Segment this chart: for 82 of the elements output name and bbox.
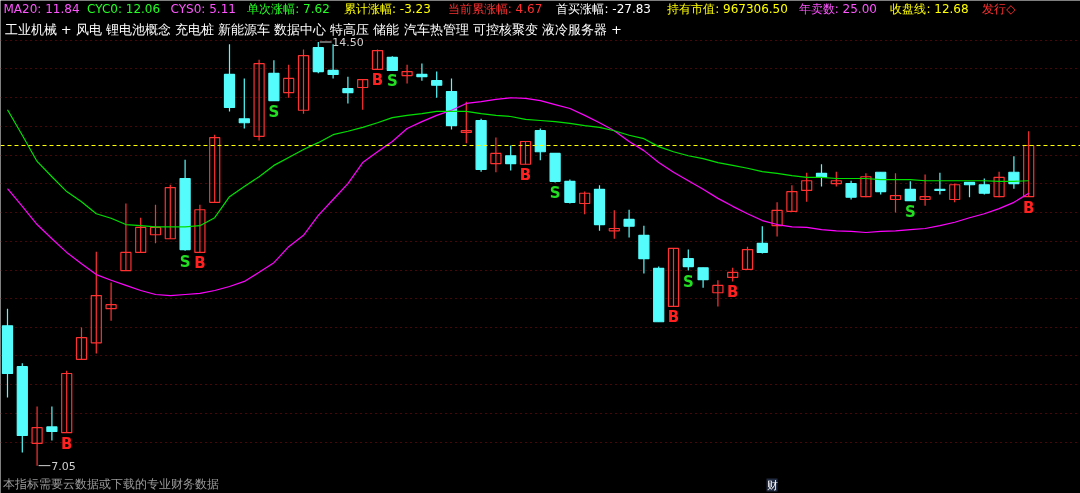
candlestick bbox=[697, 267, 709, 289]
candlestick bbox=[860, 172, 872, 198]
candlestick bbox=[149, 204, 162, 244]
text: B bbox=[519, 166, 532, 185]
candlestick bbox=[357, 78, 369, 111]
text: B bbox=[194, 254, 206, 273]
candlestick bbox=[75, 326, 88, 360]
text: S bbox=[386, 72, 398, 91]
annotation: 发行◇ bbox=[982, 1, 1017, 16]
candlestick bbox=[297, 48, 310, 115]
text: S bbox=[179, 252, 191, 271]
text: B bbox=[726, 283, 739, 302]
annotation: 首买涨幅: -27.83 bbox=[556, 1, 652, 16]
candlestick bbox=[283, 64, 295, 99]
annotation: MA20: 11.84 bbox=[3, 1, 80, 16]
annotation: 收盘线: 12.68 bbox=[890, 1, 969, 16]
annotation: 持有市值: 967306.50 bbox=[667, 1, 788, 16]
annotation: CYS0: 5.11 bbox=[170, 1, 236, 16]
candlestick bbox=[401, 64, 413, 85]
candlestick bbox=[904, 180, 916, 202]
text: S bbox=[682, 272, 694, 291]
candlestick bbox=[416, 63, 428, 82]
candlestick bbox=[460, 101, 472, 144]
annotation: 7.05 bbox=[51, 459, 76, 473]
candlestick bbox=[371, 48, 384, 70]
candlestick bbox=[534, 127, 546, 161]
text: B bbox=[371, 71, 384, 90]
candlestick bbox=[135, 217, 147, 253]
annotation: 累计涨幅: -3.23 bbox=[343, 1, 431, 16]
annotation: CYC0: 12.06 bbox=[87, 1, 161, 16]
text: S bbox=[268, 102, 280, 121]
candlestick bbox=[46, 405, 58, 442]
candlestick bbox=[845, 180, 857, 201]
annotation: 单次涨幅: 7.62 bbox=[247, 1, 330, 16]
annotation: 年卖数: 25.00 bbox=[798, 1, 877, 16]
text: B bbox=[60, 434, 73, 453]
candlestick bbox=[490, 136, 502, 173]
text: B bbox=[1022, 198, 1035, 217]
candlestick bbox=[31, 405, 43, 467]
candlestick bbox=[209, 134, 221, 203]
candlestick bbox=[564, 179, 576, 205]
candlestick bbox=[194, 204, 206, 253]
candlestick bbox=[1008, 155, 1020, 190]
annotation: 财 bbox=[766, 478, 778, 492]
candlestick bbox=[919, 173, 931, 207]
candlestick bbox=[741, 246, 754, 271]
candlestick bbox=[712, 279, 724, 308]
candlestick bbox=[61, 370, 73, 434]
candlestick bbox=[342, 76, 354, 105]
candlestick bbox=[889, 172, 902, 214]
annotation: 14.50 bbox=[332, 36, 364, 50]
candlestick bbox=[638, 225, 650, 275]
candlestick bbox=[949, 183, 961, 203]
candlestick bbox=[875, 171, 887, 195]
candlestick bbox=[786, 184, 798, 213]
text: B bbox=[667, 308, 680, 327]
candlestick bbox=[579, 190, 591, 215]
candlestick bbox=[90, 251, 102, 355]
candlestick bbox=[993, 171, 1005, 198]
candlestick bbox=[253, 59, 265, 141]
text: S bbox=[904, 202, 916, 221]
candlestick bbox=[1023, 130, 1035, 198]
annotation: 工业机械 + 风电 锂电池概念 充电桩 新能源车 数据中心 特高压 储能 汽车热管理 可控核聚变 液冷服务器 + bbox=[4, 21, 622, 37]
candlestick bbox=[105, 281, 117, 322]
candlestick bbox=[801, 172, 813, 203]
annotation: 本指标需要云数据或下载的专业财务数据 bbox=[2, 476, 219, 491]
candlestick bbox=[623, 209, 635, 239]
candlestick bbox=[608, 209, 620, 240]
text: S bbox=[549, 184, 561, 203]
candlestick bbox=[120, 202, 132, 272]
candlestick bbox=[312, 41, 324, 74]
candlestick bbox=[505, 144, 517, 172]
candlestick bbox=[771, 201, 783, 238]
candlestick bbox=[934, 172, 946, 195]
candlestick bbox=[682, 248, 694, 272]
candlestick bbox=[756, 225, 768, 255]
candlestick bbox=[164, 184, 176, 240]
candlestick bbox=[519, 140, 532, 165]
candlestick bbox=[667, 247, 680, 308]
candlestick bbox=[431, 70, 443, 99]
annotation: 当前累涨幅: 4.67 bbox=[447, 1, 543, 16]
candlestick bbox=[238, 77, 250, 130]
